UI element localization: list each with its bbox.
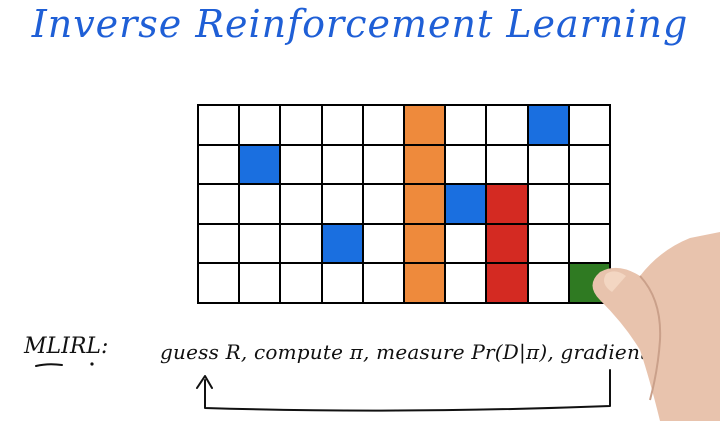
grid-cell (281, 185, 323, 225)
grid-cell (199, 224, 241, 265)
grid-cell (281, 106, 323, 146)
grid-cell-blue (240, 145, 282, 186)
grid-cell (363, 185, 405, 225)
grid-cell-orange (405, 185, 447, 225)
grid-cell (569, 185, 611, 225)
grid-cell-green (569, 264, 611, 304)
grid-cell (528, 224, 570, 265)
grid-cell-red (487, 185, 529, 225)
grid-cell-orange (405, 224, 447, 265)
grid-cell (199, 106, 241, 146)
grid-cell (240, 224, 282, 265)
grid-cell (199, 185, 241, 225)
grid-cell (363, 145, 405, 186)
grid-cell (487, 145, 529, 186)
grid-cell (281, 224, 323, 265)
grid-cell-orange (405, 106, 447, 146)
grid-cell-blue (322, 224, 364, 265)
grid-cell (487, 106, 529, 146)
grid-cell-blue (446, 185, 488, 225)
grid-cell (240, 185, 282, 225)
grid-cell (240, 264, 282, 304)
grid-cell (446, 145, 488, 186)
page-title: Inverse Reinforcement Learning (31, 2, 689, 46)
grid-cell (446, 264, 488, 304)
grid-cell (363, 264, 405, 304)
grid-cell (569, 145, 611, 186)
grid-cell (281, 145, 323, 186)
grid-cell (363, 224, 405, 265)
grid-cell (199, 145, 241, 186)
grid-cell-orange (405, 145, 447, 186)
grid-cell (528, 145, 570, 186)
grid-cell (322, 145, 364, 186)
grid-cell (569, 106, 611, 146)
algorithm-steps: guess R, compute π, measure Pr(D|π), gra… (160, 340, 702, 364)
grid-cell-red (487, 224, 529, 265)
grid-cell (322, 106, 364, 146)
algorithm-label: MLIRL: (24, 334, 109, 359)
grid-cell-blue (528, 106, 570, 146)
grid-cell (446, 106, 488, 146)
grid-cell (240, 106, 282, 146)
grid-cell (569, 224, 611, 265)
grid-cell (528, 185, 570, 225)
grid-cell (528, 264, 570, 304)
grid-cell (322, 185, 364, 225)
grid-cell (199, 264, 241, 304)
grid-cell-red (487, 264, 529, 304)
grid-cell (363, 106, 405, 146)
grid-cell-orange (405, 264, 447, 304)
grid-cell (281, 264, 323, 304)
gridworld (197, 104, 611, 304)
grid-cell (322, 264, 364, 304)
grid-cell (446, 224, 488, 265)
